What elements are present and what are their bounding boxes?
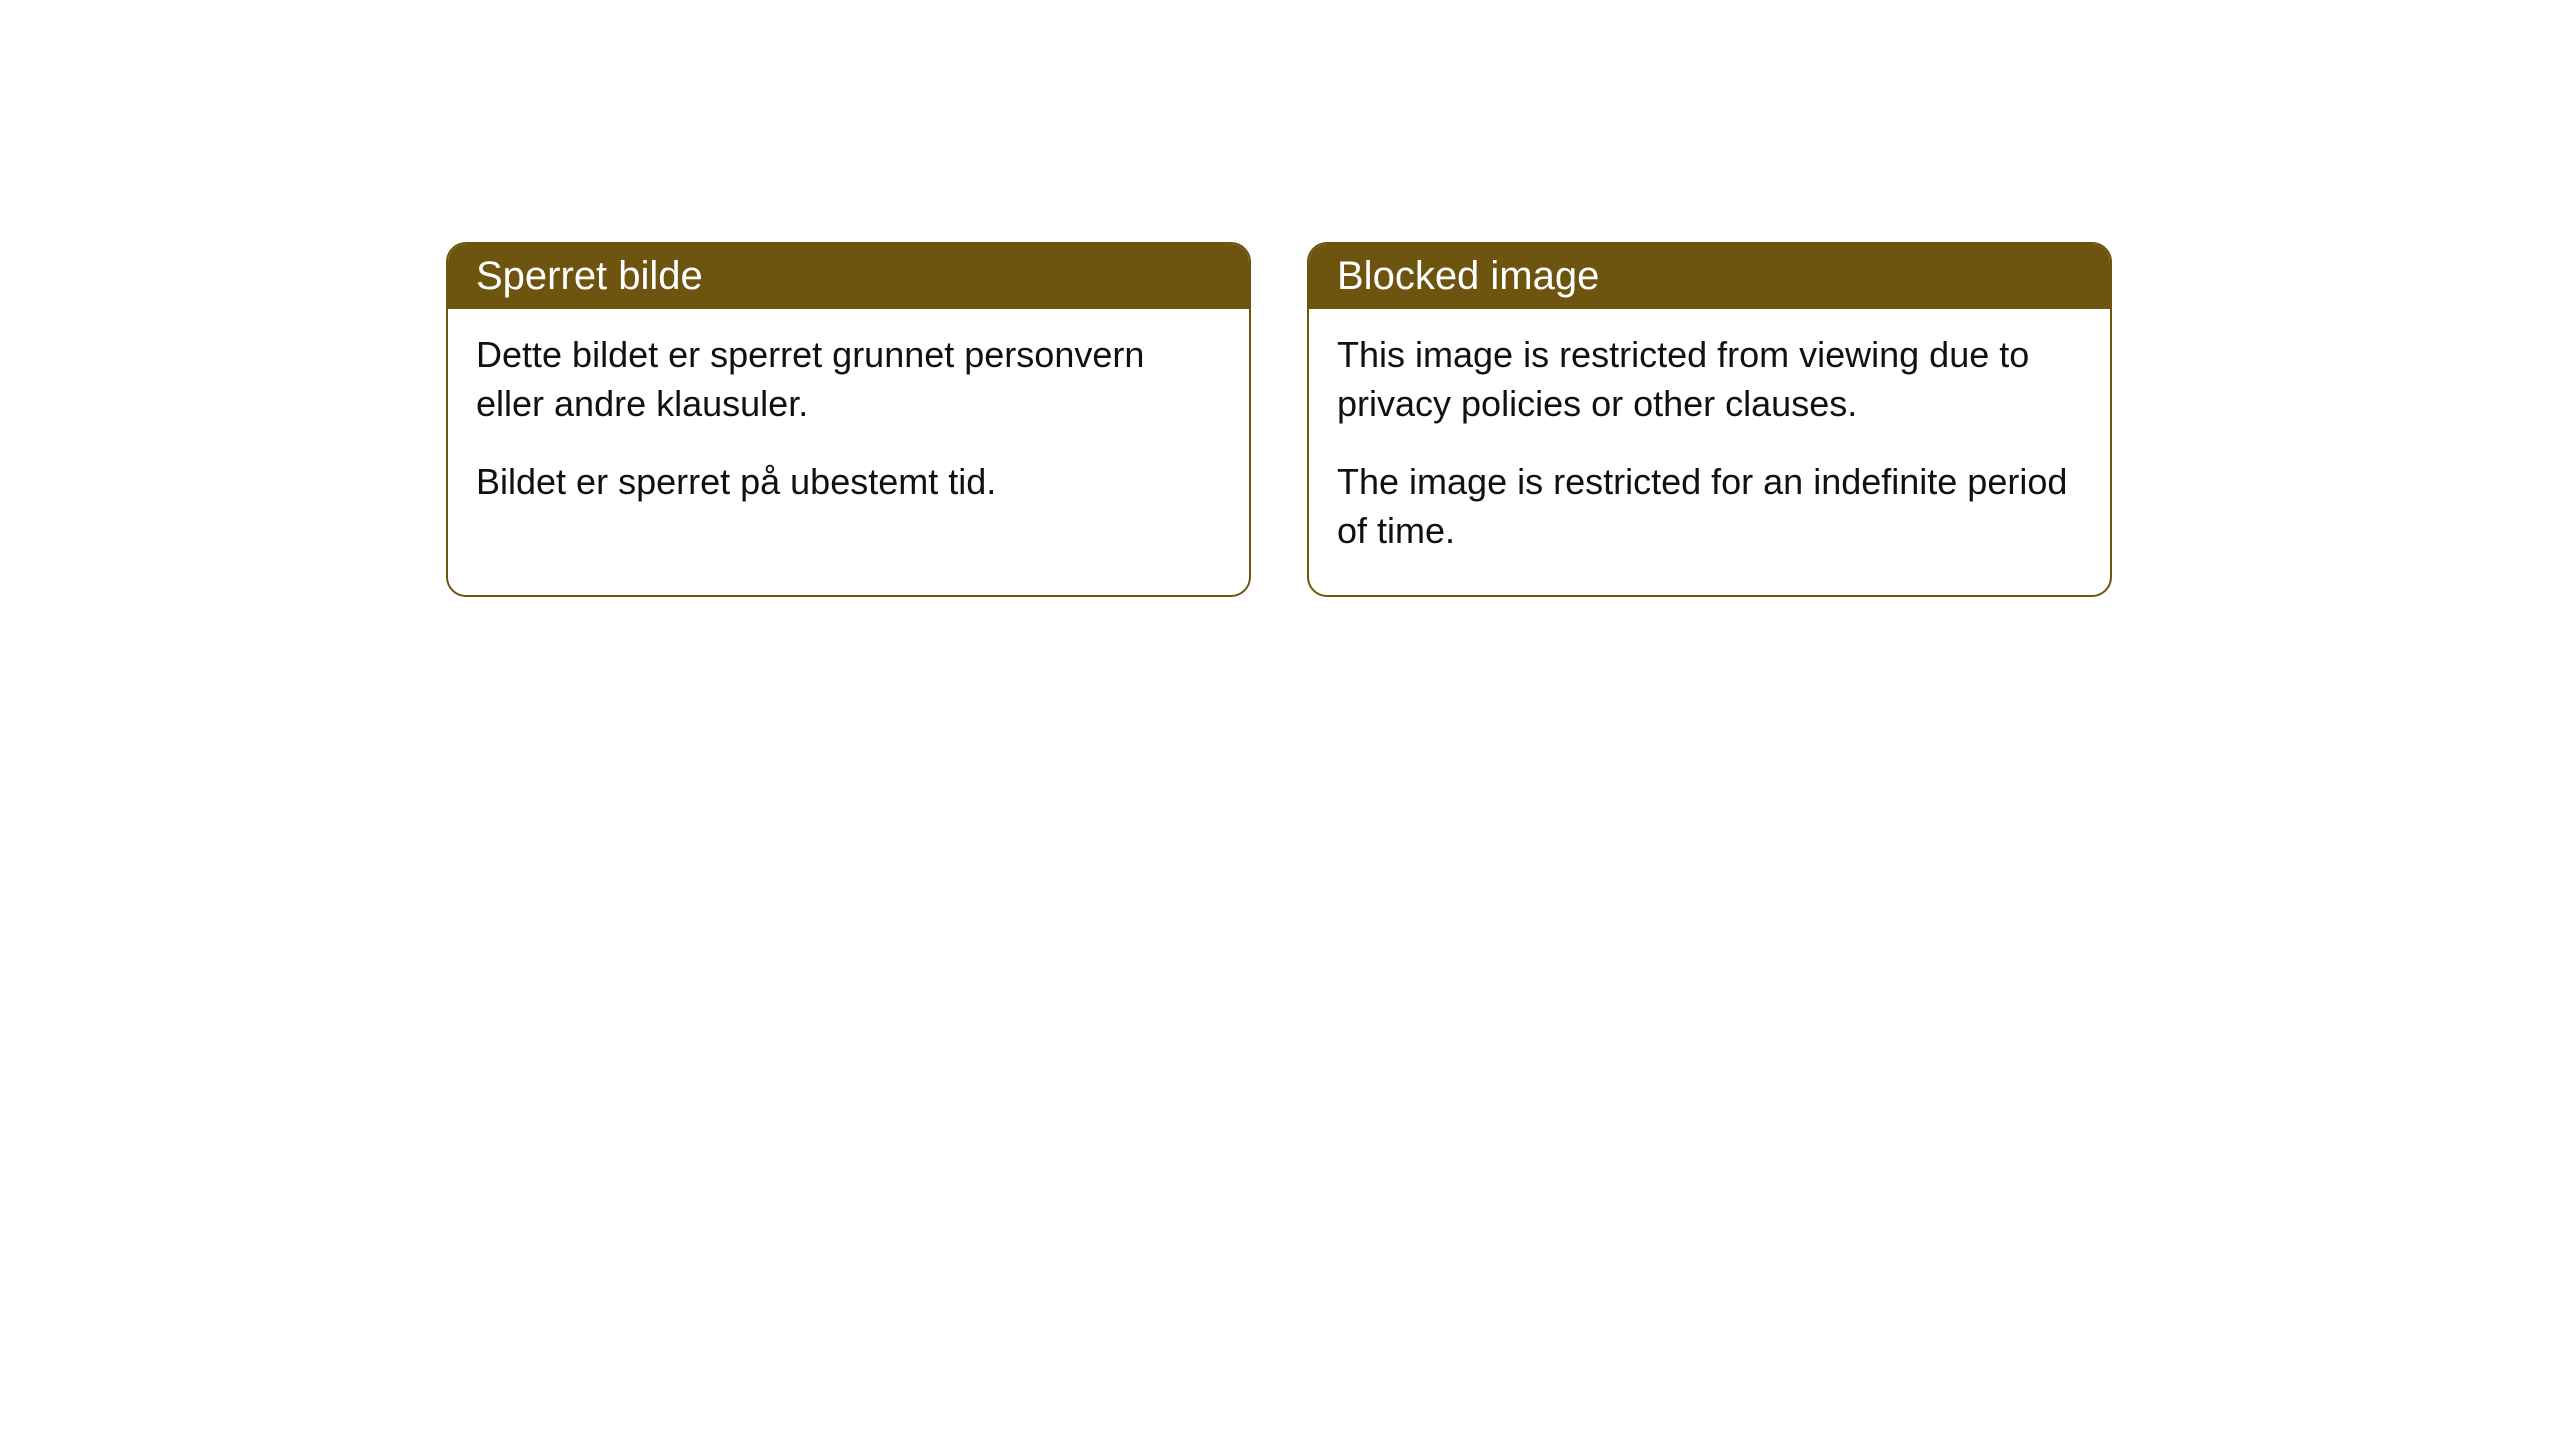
- card-paragraph: This image is restricted from viewing du…: [1337, 331, 2082, 428]
- card-paragraph: Bildet er sperret på ubestemt tid.: [476, 458, 1221, 507]
- card-header: Sperret bilde: [448, 244, 1249, 309]
- card-body: Dette bildet er sperret grunnet personve…: [448, 309, 1249, 547]
- card-paragraph: Dette bildet er sperret grunnet personve…: [476, 331, 1221, 428]
- blocked-image-card-no: Sperret bilde Dette bildet er sperret gr…: [446, 242, 1251, 597]
- card-body: This image is restricted from viewing du…: [1309, 309, 2110, 595]
- card-title: Blocked image: [1337, 254, 1599, 298]
- blocked-image-card-en: Blocked image This image is restricted f…: [1307, 242, 2112, 597]
- card-header: Blocked image: [1309, 244, 2110, 309]
- card-paragraph: The image is restricted for an indefinit…: [1337, 458, 2082, 555]
- notice-cards-container: Sperret bilde Dette bildet er sperret gr…: [0, 0, 2560, 597]
- card-title: Sperret bilde: [476, 254, 703, 298]
